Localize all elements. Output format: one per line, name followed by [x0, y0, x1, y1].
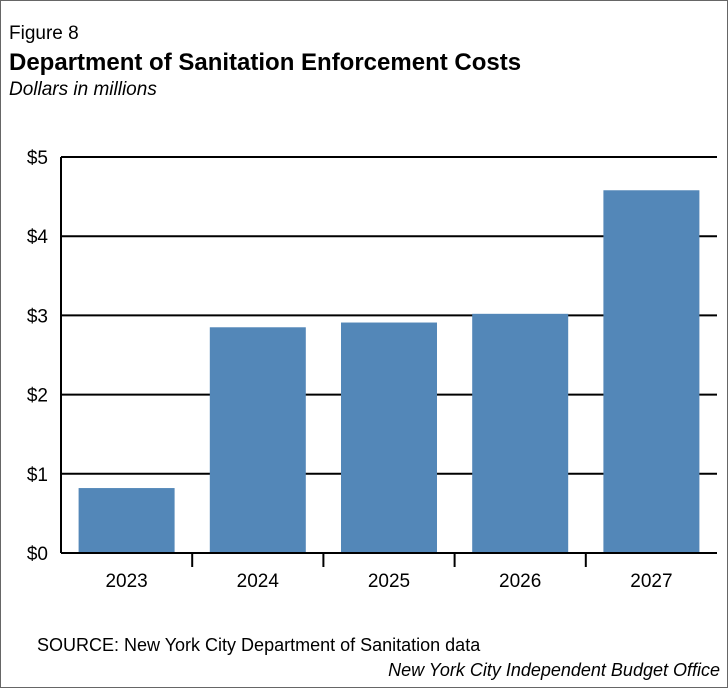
- bar: [209, 327, 306, 553]
- x-tick-label: 2027: [630, 571, 672, 592]
- x-tick-label: 2024: [237, 571, 280, 592]
- y-tick-label: $4: [27, 227, 49, 248]
- x-tick-label: 2025: [368, 571, 410, 592]
- y-tick-label: $5: [27, 148, 48, 169]
- bar: [78, 488, 175, 553]
- bar: [341, 322, 437, 553]
- y-tick-label: $2: [27, 386, 48, 407]
- credit-note: New York City Independent Budget Office: [388, 660, 720, 680]
- chart-title: Department of Sanitation Enforcement Cos…: [9, 49, 522, 76]
- y-tick-label: $3: [27, 306, 48, 327]
- bar: [603, 190, 700, 553]
- bar: [472, 313, 569, 553]
- chart-subtitle: Dollars in millions: [9, 79, 157, 100]
- y-tick-label: $0: [27, 544, 48, 565]
- x-tick-label: 2026: [499, 571, 541, 592]
- figure-label: Figure 8: [9, 23, 79, 44]
- source-note: SOURCE: New York City Department of Sani…: [37, 635, 481, 655]
- y-tick-label: $1: [27, 465, 48, 486]
- x-tick-label: 2023: [105, 571, 147, 592]
